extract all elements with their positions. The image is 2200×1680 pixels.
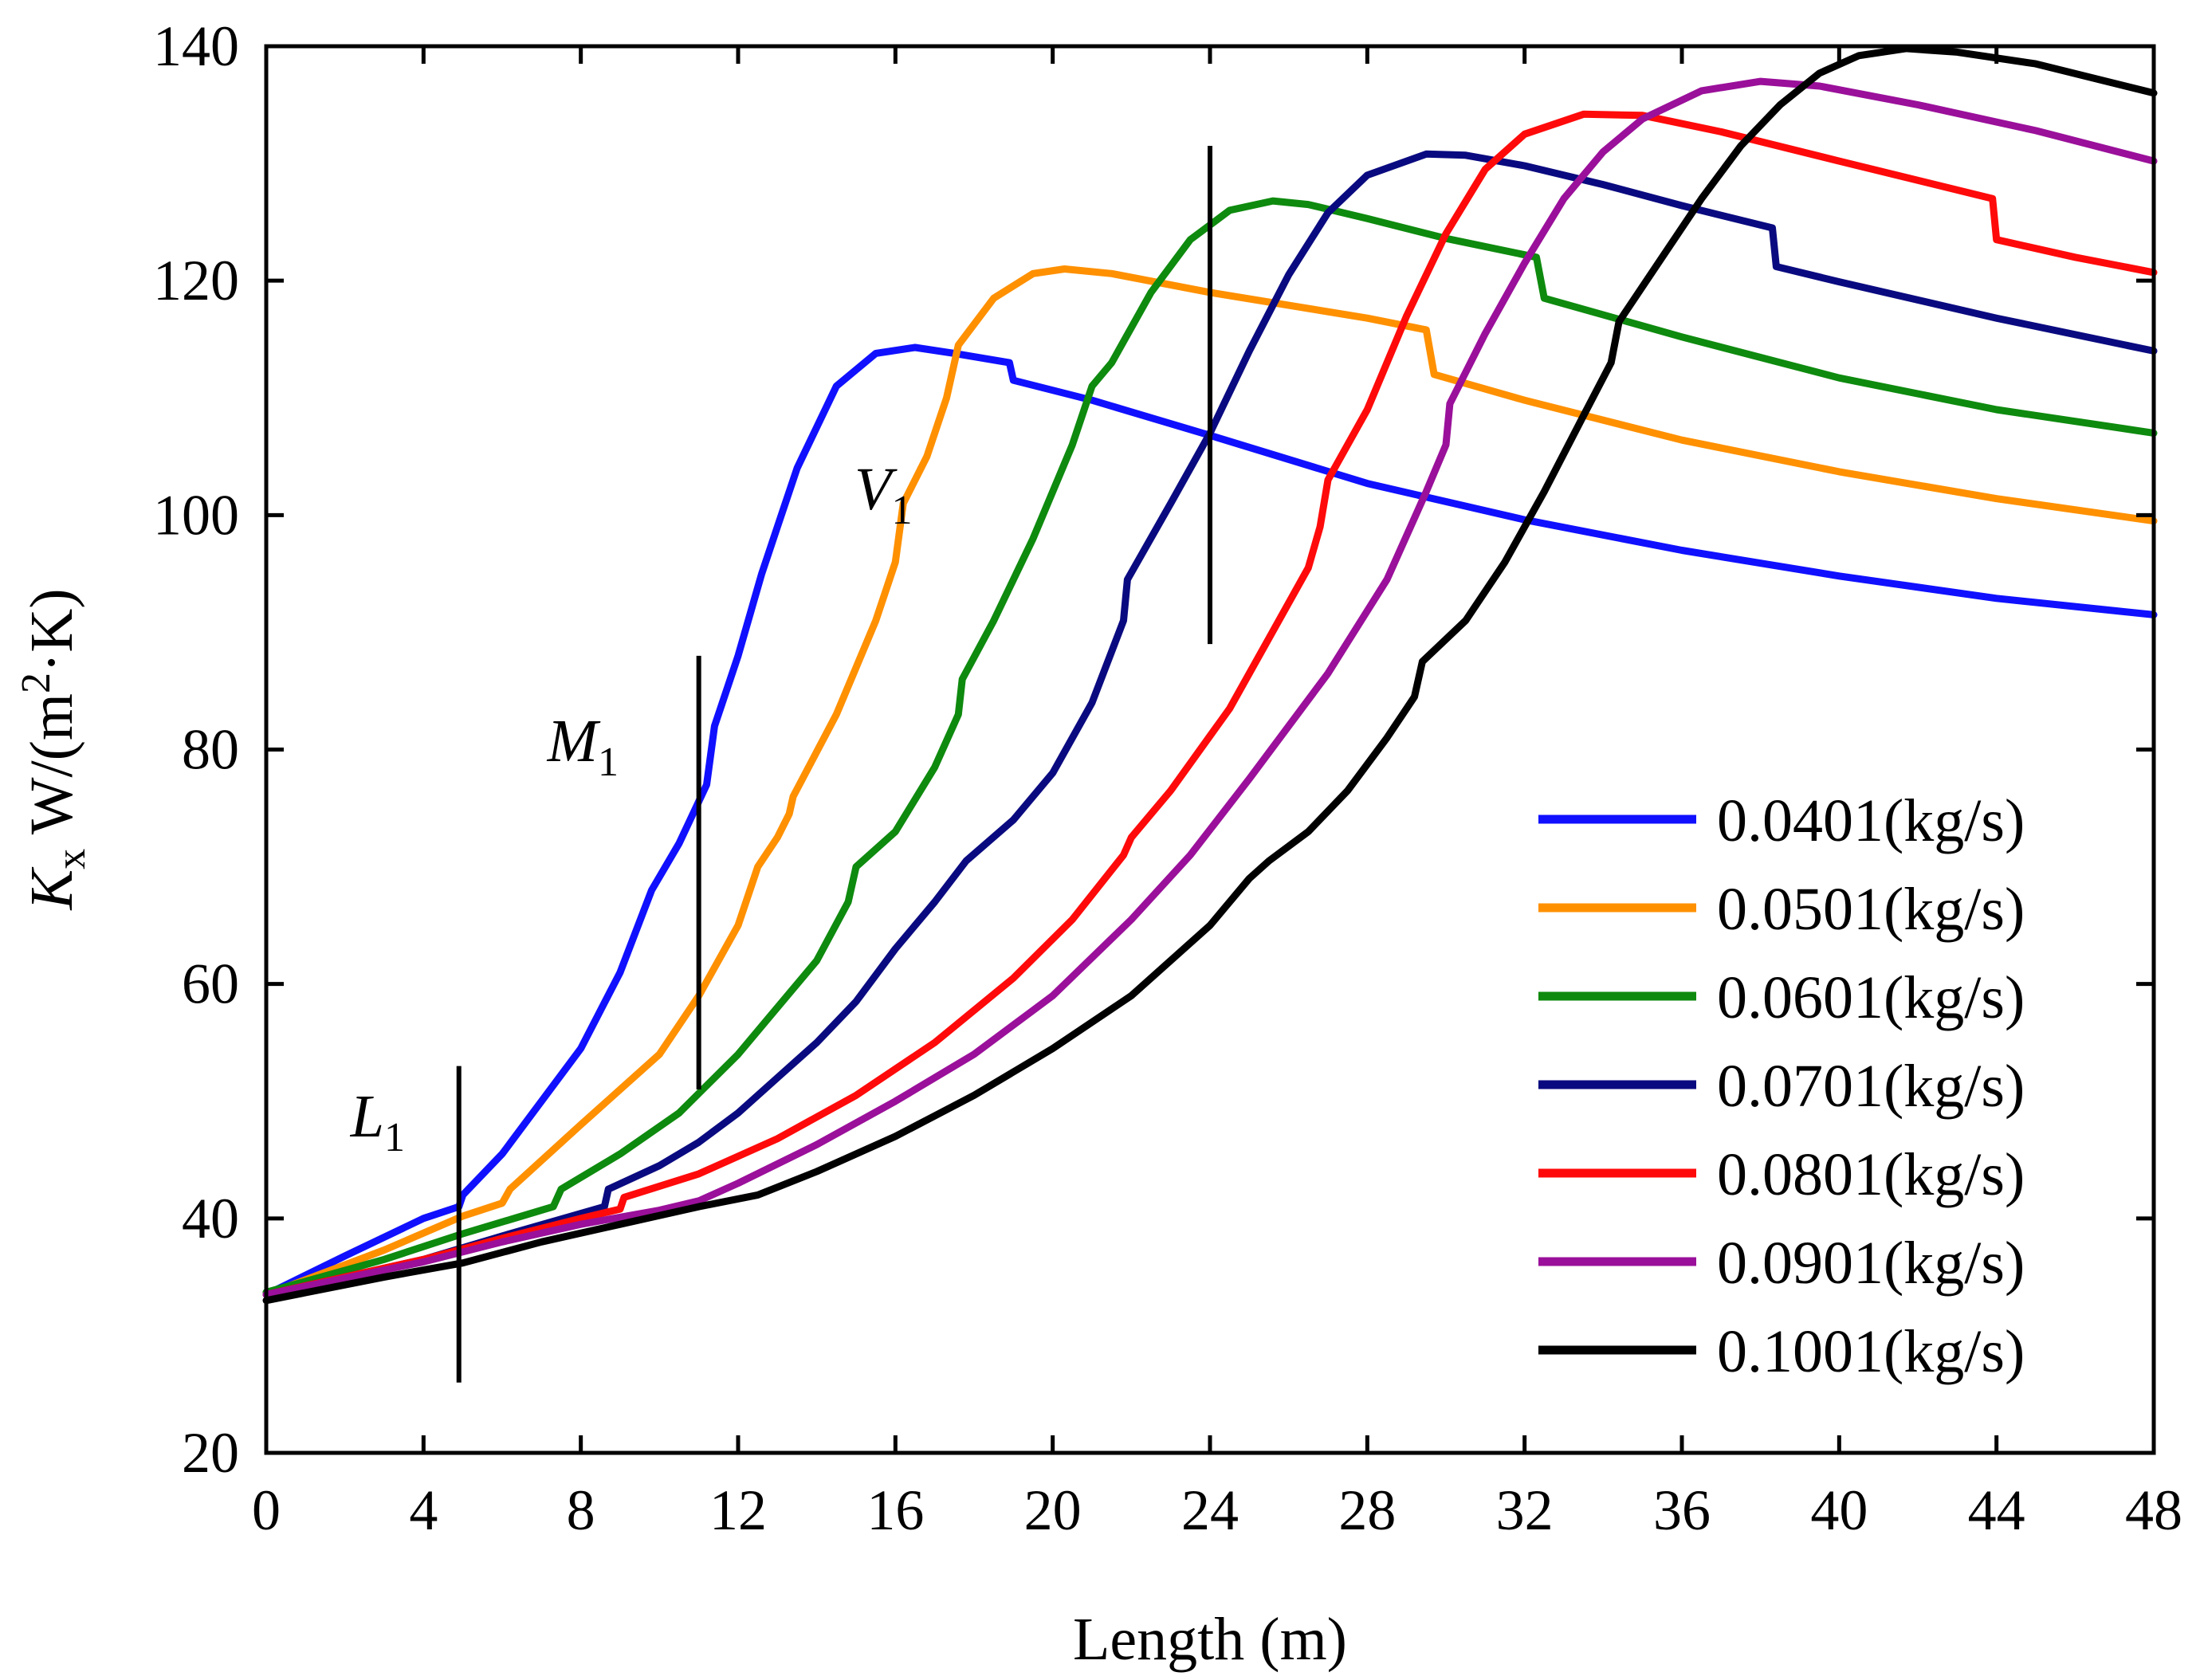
y-tick-label: 100 (153, 483, 239, 547)
y-tick-label: 40 (182, 1187, 239, 1250)
y-axis-title-sup: 2 (14, 673, 59, 693)
x-tick-label: 28 (1338, 1478, 1396, 1542)
x-tick-label: 44 (1968, 1478, 2025, 1542)
y-tick-label: 120 (153, 249, 239, 312)
x-tick-label: 32 (1496, 1478, 1554, 1542)
legend-label-3: 0.0601(kg/s) (1717, 964, 2025, 1031)
legend-label-6: 0.0901(kg/s) (1717, 1230, 2025, 1297)
series-line-1 (262, 343, 2158, 1298)
x-tick-label: 4 (409, 1478, 438, 1542)
x-tick-label: 20 (1024, 1478, 1082, 1542)
series-layer (262, 45, 2158, 1305)
x-tick-label: 0 (252, 1478, 281, 1542)
y-tick-label: 20 (182, 1421, 239, 1485)
x-tick-label: 8 (567, 1478, 595, 1542)
legend-label-5: 0.0801(kg/s) (1717, 1141, 2025, 1208)
series-line-2 (262, 265, 2158, 1298)
legend-label-7: 0.1001(kg/s) (1717, 1318, 2025, 1385)
series-line-7 (262, 45, 2158, 1305)
series-line-3 (262, 197, 2158, 1296)
y-axis-title-unit-suffix: ·K) (18, 588, 85, 673)
annotation-label-V1: V1 (854, 456, 912, 533)
x-tick-label: 40 (1810, 1478, 1868, 1542)
series-line-6 (262, 77, 2158, 1298)
series-line-4 (262, 150, 2158, 1298)
legend-label-1: 0.0401(kg/s) (1717, 787, 2025, 854)
y-axis-title-sub: x (49, 849, 94, 869)
legend: 0.0401(kg/s) 0.0501(kg/s) 0.0601(kg/s) 0.07… (1538, 787, 2025, 1385)
y-tick-label: 140 (153, 14, 239, 78)
y-tick-label: 60 (182, 952, 239, 1016)
x-tick-label: 12 (709, 1478, 767, 1542)
y-axis-title-main: K (18, 867, 85, 911)
x-axis-title: Length (m) (1073, 1606, 1347, 1673)
annotation-label-L1: L1 (350, 1083, 405, 1160)
x-tick-label: 16 (866, 1478, 924, 1542)
series-line-5 (262, 110, 2158, 1298)
x-tick-label: 36 (1653, 1478, 1711, 1542)
y-tick-label: 80 (182, 718, 239, 782)
annotation-layer: L1 M1 V1 (350, 146, 1212, 1383)
legend-label-2: 0.0501(kg/s) (1717, 876, 2025, 943)
x-tick-label: 24 (1181, 1478, 1239, 1542)
annotation-label-M1: M1 (547, 708, 619, 785)
x-tick-label: 48 (2125, 1478, 2182, 1542)
y-axis-title-unit-prefix: W/(m (18, 693, 85, 849)
y-axis-title: Kx W/(m2·K) (14, 588, 94, 910)
legend-label-4: 0.0701(kg/s) (1717, 1053, 2025, 1120)
